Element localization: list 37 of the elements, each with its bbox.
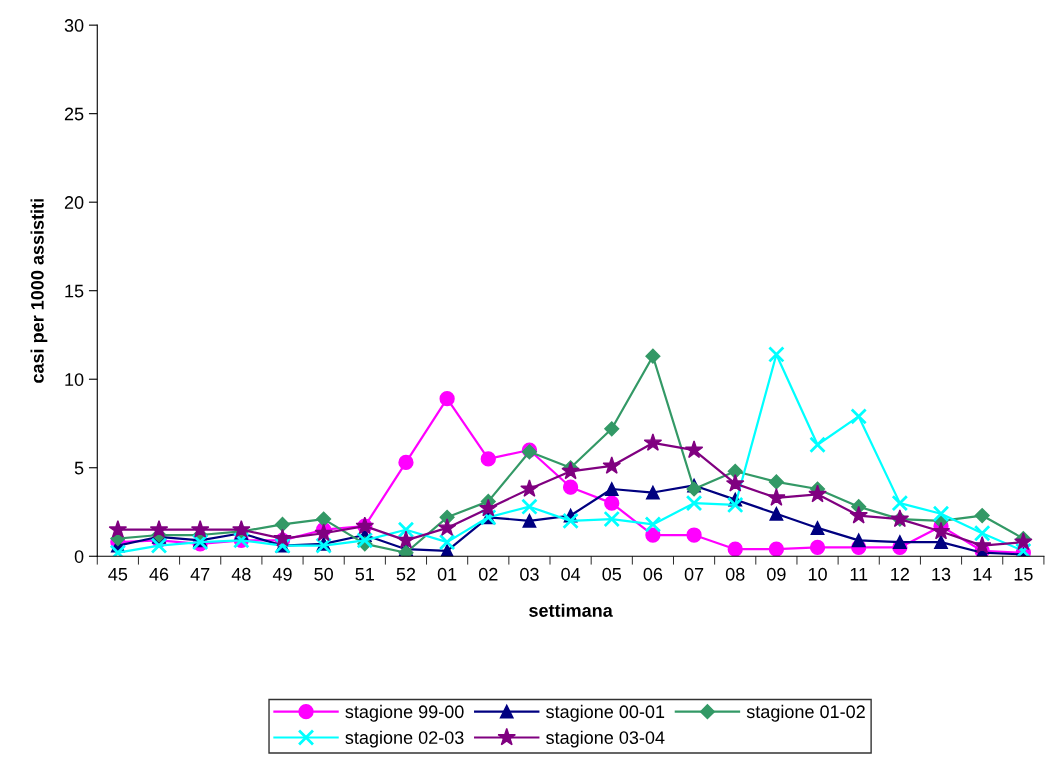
legend-label: stagione 99-00 [345, 704, 464, 722]
y-tick-label: 30 [64, 19, 84, 32]
x-tick-label: 07 [684, 567, 704, 581]
legend-label: stagione 01-02 [746, 704, 865, 722]
x-tick-label: 01 [437, 567, 457, 581]
x-tick-label: 13 [932, 567, 951, 581]
x-tick-label: 11 [850, 568, 868, 581]
y-axis-title: casi per 1000 assistiti [30, 199, 48, 383]
legend-label: stagione 02-03 [345, 730, 464, 748]
y-tick-label: 0 [74, 550, 84, 563]
x-tick-label: 12 [891, 567, 909, 581]
x-tick-label: 02 [478, 567, 498, 581]
x-tick-label: 51 [355, 568, 374, 581]
x-tick-label: 05 [602, 567, 622, 581]
x-tick-label: 08 [725, 567, 745, 581]
x-tick-label: 46 [149, 567, 169, 581]
x-tick-label: 48 [231, 567, 251, 581]
x-tick-label: 50 [314, 567, 333, 581]
x-tick-label: 49 [272, 567, 292, 581]
x-tick-label: 06 [643, 567, 663, 581]
y-tick-label: 20 [64, 196, 84, 209]
x-tick-label: 15 [1014, 568, 1033, 581]
y-tick-label: 15 [65, 284, 84, 298]
y-tick-label: 25 [64, 107, 84, 121]
x-tick-label: 09 [767, 567, 786, 581]
x-tick-label: 10 [808, 567, 827, 581]
x-axis-title: settimana [529, 603, 613, 617]
y-tick-label: 5 [74, 461, 84, 475]
x-tick-label: 03 [520, 567, 539, 581]
x-tick-label: 14 [973, 568, 992, 581]
legend-label: stagione 00-01 [546, 704, 665, 722]
x-tick-label: 04 [561, 567, 581, 581]
legend-label: stagione 03-04 [546, 730, 665, 748]
x-tick-label: 45 [108, 568, 128, 581]
y-tick-label: 10 [65, 373, 84, 386]
x-tick-label: 47 [190, 568, 210, 581]
x-tick-label: 52 [396, 567, 416, 581]
